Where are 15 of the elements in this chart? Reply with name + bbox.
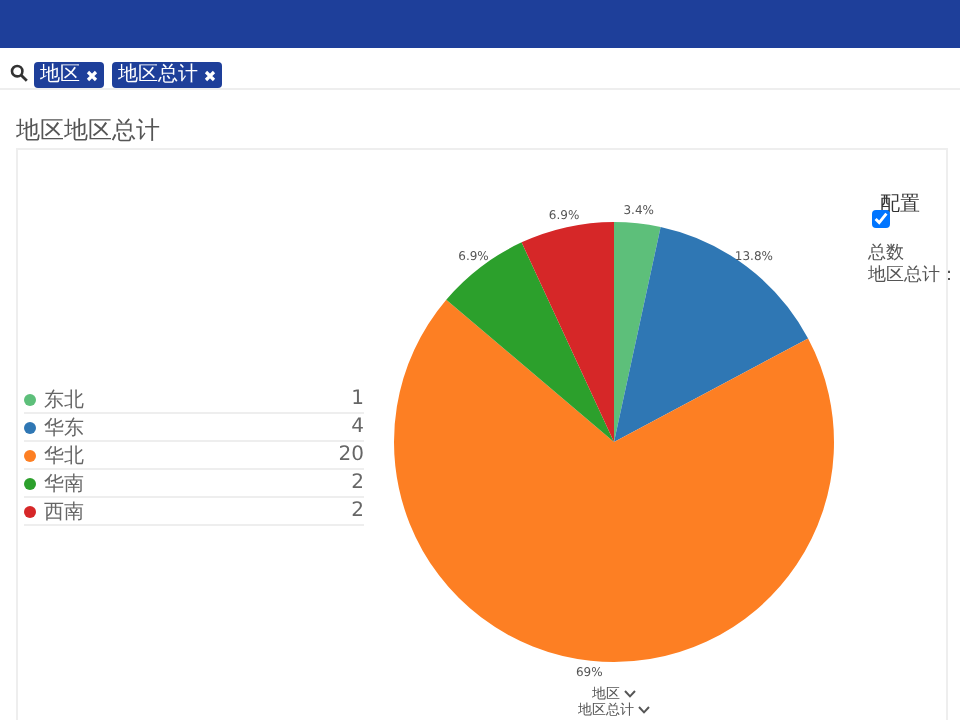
legend-label: 华东 — [44, 415, 86, 441]
text: 4 — [351, 416, 364, 438]
legend-label: 华南 — [44, 471, 86, 497]
legend-label: 东北 — [44, 387, 86, 413]
text: 1 — [351, 388, 364, 410]
chart-title: 地区地区总计 — [16, 114, 160, 148]
text: 地区总计 — [118, 64, 198, 86]
legend-label: 西南 — [44, 499, 86, 525]
text: 地区总计： — [868, 263, 958, 288]
legend-label: 华北 — [44, 443, 86, 469]
text: 2 — [351, 500, 364, 522]
text: 总数 — [868, 241, 904, 265]
text: 20 — [338, 444, 364, 466]
text: 地区 — [40, 64, 80, 86]
text: 2 — [351, 472, 364, 494]
